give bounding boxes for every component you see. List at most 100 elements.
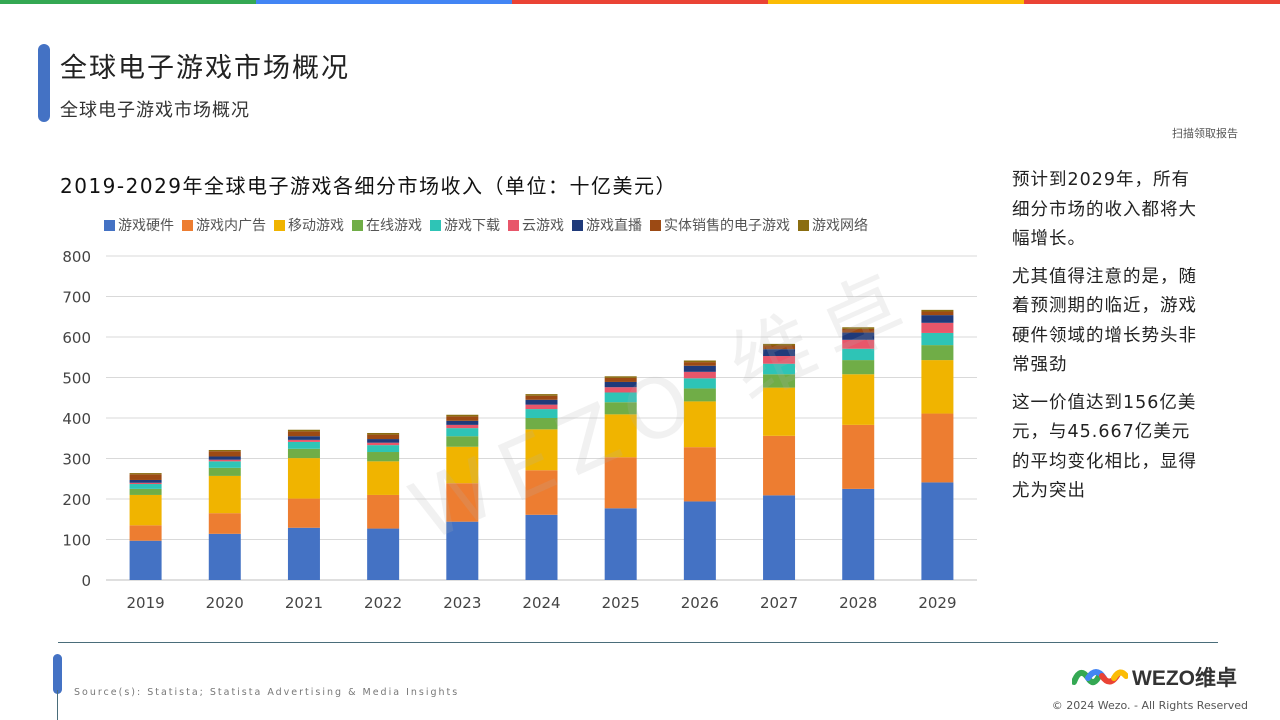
bar-segment (921, 315, 954, 323)
insight-paragraph-3: 这一价值达到156亿美元，与45.667亿美元的平均变化相比，显得尤为突出 (1012, 392, 1197, 502)
copyright-text: © 2024 Wezo. - All Rights Reserved (1051, 699, 1248, 712)
scan-report-link[interactable]: 扫描领取报告 (1172, 127, 1238, 140)
y-tick-label: 100 (62, 532, 91, 550)
x-tick-label: 2028 (839, 594, 877, 612)
bar-segment (604, 381, 637, 388)
bar-segment (683, 362, 716, 366)
bar-segment (287, 436, 320, 440)
bar-segment (921, 311, 954, 316)
y-tick-label: 400 (62, 410, 91, 428)
page-title: 全球电子游戏市场概况 (60, 53, 350, 84)
bar-segment (129, 494, 162, 526)
x-tick-label: 2026 (681, 594, 719, 612)
bar-segment (763, 374, 796, 388)
legend-label: 游戏硬件 (118, 218, 174, 234)
legend-label: 移动游戏 (288, 218, 344, 234)
legend-swatch (352, 219, 363, 231)
top-bar-segment (512, 0, 768, 4)
bar-segment (842, 360, 875, 375)
bar-segment (842, 374, 875, 425)
bar-segment (525, 399, 558, 405)
bar-segment (129, 540, 162, 580)
bar-segment (683, 447, 716, 502)
legend-item: 游戏硬件 (104, 215, 174, 235)
legend-label: 实体销售的电子游戏 (664, 218, 790, 234)
bar-segment (763, 345, 796, 350)
bar-segment (446, 414, 479, 417)
bar-segment (763, 495, 796, 580)
legend-swatch (274, 219, 285, 231)
bar-segment (842, 488, 875, 580)
bar-segment (525, 409, 558, 418)
bar-segment (208, 449, 241, 452)
bar-segment (921, 309, 954, 312)
bar-segment (208, 451, 241, 457)
wezo-logo-icon (1072, 669, 1128, 686)
bar-segment (446, 446, 479, 484)
bar-segment (763, 356, 796, 364)
bar-segment (604, 387, 637, 393)
bar-segment (367, 445, 400, 453)
bar-segment (525, 404, 558, 410)
bar-segment (604, 414, 637, 458)
x-tick-label: 2020 (206, 594, 244, 612)
bar-segment (208, 459, 241, 462)
legend-swatch (572, 219, 583, 231)
bar-segment (683, 388, 716, 402)
x-tick-label: 2021 (285, 594, 323, 612)
bar-segment (446, 416, 479, 421)
bar-segment (921, 482, 954, 580)
bar-segment (208, 467, 241, 476)
x-tick-label: 2029 (918, 594, 956, 612)
x-tick-label: 2024 (522, 594, 560, 612)
legend-label: 在线游戏 (366, 218, 422, 234)
source-note: Source(s): Statista; Statista Advertisin… (74, 687, 460, 698)
bar-segment (367, 452, 400, 462)
bar-segment (129, 474, 162, 480)
top-bar-segment (1024, 0, 1280, 4)
legend-item: 实体销售的电子游戏 (650, 215, 790, 235)
top-bar-segment (256, 0, 512, 4)
bar-segment (287, 448, 320, 459)
legend-item: 游戏网络 (798, 215, 868, 235)
bar-segment (525, 394, 558, 396)
x-tick-label: 2022 (364, 594, 402, 612)
legend-item: 移动游戏 (274, 215, 344, 235)
legend-swatch (182, 219, 193, 231)
bar-segment (604, 377, 637, 382)
legend-label: 游戏下载 (444, 218, 500, 234)
bar-segment (604, 402, 637, 415)
bar-segment (129, 482, 162, 485)
bar-segment (763, 363, 796, 375)
chart-title: 2019-2029年全球电子游戏各细分市场收入（单位：十亿美元） (60, 174, 678, 198)
bar-segment (367, 434, 400, 440)
bar-segment (208, 513, 241, 534)
bar-segment (604, 392, 637, 403)
bar-segment (921, 413, 954, 483)
y-tick-label: 600 (62, 329, 91, 347)
x-tick-label: 2023 (443, 594, 481, 612)
legend-item: 在线游戏 (352, 215, 422, 235)
legend-label: 游戏直播 (586, 218, 642, 234)
y-tick-label: 700 (62, 289, 91, 307)
bar-segment (367, 528, 400, 580)
bar-segment (446, 420, 479, 425)
bar-segment (604, 508, 637, 580)
legend-swatch (104, 219, 115, 231)
legend-swatch (798, 219, 809, 231)
bar-segment (525, 418, 558, 430)
insight-paragraph-1: 预计到2029年，所有细分市场的收入都将大幅增长。 (1012, 170, 1197, 249)
legend-swatch (650, 219, 661, 231)
legend-swatch (508, 219, 519, 231)
bar-segment (129, 484, 162, 489)
bar-segment (287, 429, 320, 432)
y-tick-label: 300 (62, 451, 91, 469)
bar-segment (525, 395, 558, 400)
bar-segment (446, 428, 479, 437)
bar-segment (287, 441, 320, 449)
bar-segment (683, 501, 716, 580)
x-tick-label: 2019 (126, 594, 164, 612)
bar-segment (208, 456, 241, 460)
bar-segment (842, 348, 875, 361)
bar-segment (367, 461, 400, 495)
